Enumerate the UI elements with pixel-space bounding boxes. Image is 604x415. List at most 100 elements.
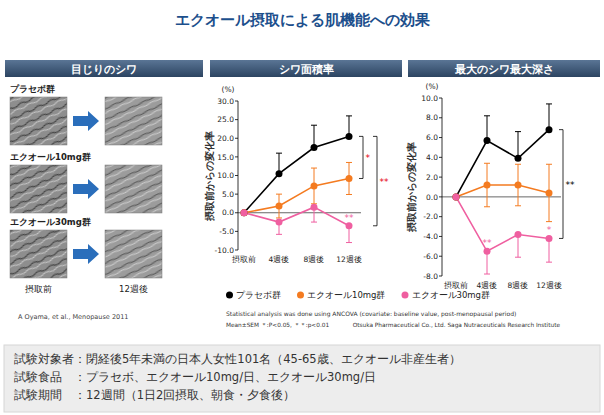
y-tick-label: -5.0 xyxy=(219,227,234,236)
arrow xyxy=(73,179,99,199)
significance-bracket xyxy=(359,136,363,178)
data-point xyxy=(515,231,522,238)
x-tick-label: 摂取前 xyxy=(444,281,468,290)
data-point xyxy=(484,182,491,189)
note: Otsuka Pharmaceutical Co., Ltd. Saga Nut… xyxy=(353,322,561,329)
y-tick xyxy=(439,216,442,217)
photo-caption: 摂取前 xyxy=(25,284,52,294)
legend-label: エクオール30mg群 xyxy=(412,290,491,300)
series-line xyxy=(244,136,349,212)
data-point xyxy=(241,209,248,216)
significance-mark: ** xyxy=(483,238,493,248)
citation: A Oyama, et al., Menopause 2011 xyxy=(18,313,128,321)
y-tick-label: 2.0 xyxy=(426,173,438,182)
significance-mark: ** xyxy=(566,180,576,190)
x-tick-label: 4週後 xyxy=(477,281,498,290)
data-point xyxy=(276,170,283,177)
y-axis xyxy=(442,98,443,276)
panel-header xyxy=(5,60,203,77)
y-tick xyxy=(235,250,238,251)
plot-area xyxy=(453,104,553,274)
x-tick-label: 8週後 xyxy=(508,281,529,290)
y-tick xyxy=(439,117,442,118)
x-tick-label: 摂取前 xyxy=(232,255,256,264)
y-tick-label: 6.0 xyxy=(426,133,438,142)
significance-bracket xyxy=(559,130,563,239)
data-point xyxy=(276,203,283,210)
y-tick xyxy=(235,231,238,232)
panel-title: シワ面積率 xyxy=(279,63,334,76)
y-tick xyxy=(439,137,442,138)
series-line xyxy=(244,178,349,212)
significance-bracket xyxy=(373,136,377,225)
zero-line xyxy=(442,196,561,197)
y-tick-label: 10.0 xyxy=(421,94,438,103)
y-unit: (%) xyxy=(222,85,235,94)
y-tick-label: 5.0 xyxy=(222,190,234,199)
y-tick xyxy=(439,177,442,178)
data-point xyxy=(453,193,460,200)
plot-area xyxy=(241,116,353,243)
panel-title: 最大のシワ最大深さ xyxy=(454,63,554,76)
series-line xyxy=(456,130,549,197)
data-point xyxy=(311,144,318,151)
legend-marker xyxy=(402,292,409,299)
y-tick xyxy=(439,256,442,257)
y-tick xyxy=(235,138,238,139)
data-point xyxy=(311,182,318,189)
panel-title: 目じりのシワ xyxy=(71,63,137,76)
error-bar xyxy=(546,104,552,130)
panel-header xyxy=(408,60,600,77)
error-bar xyxy=(484,116,490,141)
y-tick-label: 10.0 xyxy=(217,171,234,180)
arrow xyxy=(73,244,99,264)
data-point xyxy=(515,182,522,189)
y-tick xyxy=(235,156,238,157)
y-tick xyxy=(439,196,442,197)
error-bar xyxy=(546,238,552,262)
y-tick xyxy=(439,236,442,237)
y-tick-label: -6.0 xyxy=(423,252,438,261)
y-tick-label: 0.0 xyxy=(222,208,234,217)
significance-mark: ** xyxy=(380,177,390,187)
figure: エクオール摂取による肌機能への効果目じりのシワプラセボ群エクオール10mg群エク… xyxy=(0,0,604,415)
error-bar xyxy=(546,193,552,222)
photo-caption: 12週後 xyxy=(119,284,148,294)
data-point xyxy=(241,209,248,216)
y-tick-label: 25.0 xyxy=(217,115,234,124)
info-line: 試験食品 ：プラセボ、エクオール10mg/日、エクオール30mg/日 xyxy=(14,370,376,384)
data-point xyxy=(276,219,283,226)
data-point xyxy=(241,209,248,216)
group-label: エクオール30mg群 xyxy=(10,217,91,227)
y-tick-label: 8.0 xyxy=(426,113,438,122)
error-bar xyxy=(515,132,521,159)
y-tick xyxy=(439,98,442,99)
series-line xyxy=(456,185,549,197)
wrinkle-photo xyxy=(105,165,162,213)
data-point xyxy=(515,155,522,162)
wrinkle-photo xyxy=(105,97,162,145)
series-line xyxy=(456,197,549,251)
group-label: プラセボ群 xyxy=(10,84,55,94)
y-tick-label: 4.0 xyxy=(426,153,438,162)
wrinkle-photo xyxy=(10,165,67,213)
x-tick-label: 4週後 xyxy=(269,255,290,264)
y-tick xyxy=(235,212,238,213)
y-tick-label: -4.0 xyxy=(423,232,438,241)
significance-mark: * xyxy=(547,225,552,235)
y-tick-label: -10.0 xyxy=(215,246,235,255)
significance-mark: * xyxy=(366,153,371,163)
y-tick xyxy=(439,276,442,277)
legend-marker xyxy=(297,292,304,299)
series-line xyxy=(244,207,349,226)
y-tick-label: 0.0 xyxy=(426,193,438,202)
y-tick-label: -2.0 xyxy=(423,212,438,221)
y-axis-label: 摂取前からの変化率 xyxy=(406,142,417,233)
legend-marker xyxy=(226,292,233,299)
data-point xyxy=(346,222,353,229)
data-point xyxy=(546,235,553,242)
y-axis-label: 摂取前からの変化率 xyxy=(204,131,215,222)
info-line: 試験対象者：閉経後5年未満の日本人女性101名（45-65歳、エクオール非産生者… xyxy=(14,352,461,366)
note: Statistical analysis was done using ANCO… xyxy=(226,310,516,318)
title: エクオール摂取による肌機能への効果 xyxy=(175,11,431,29)
